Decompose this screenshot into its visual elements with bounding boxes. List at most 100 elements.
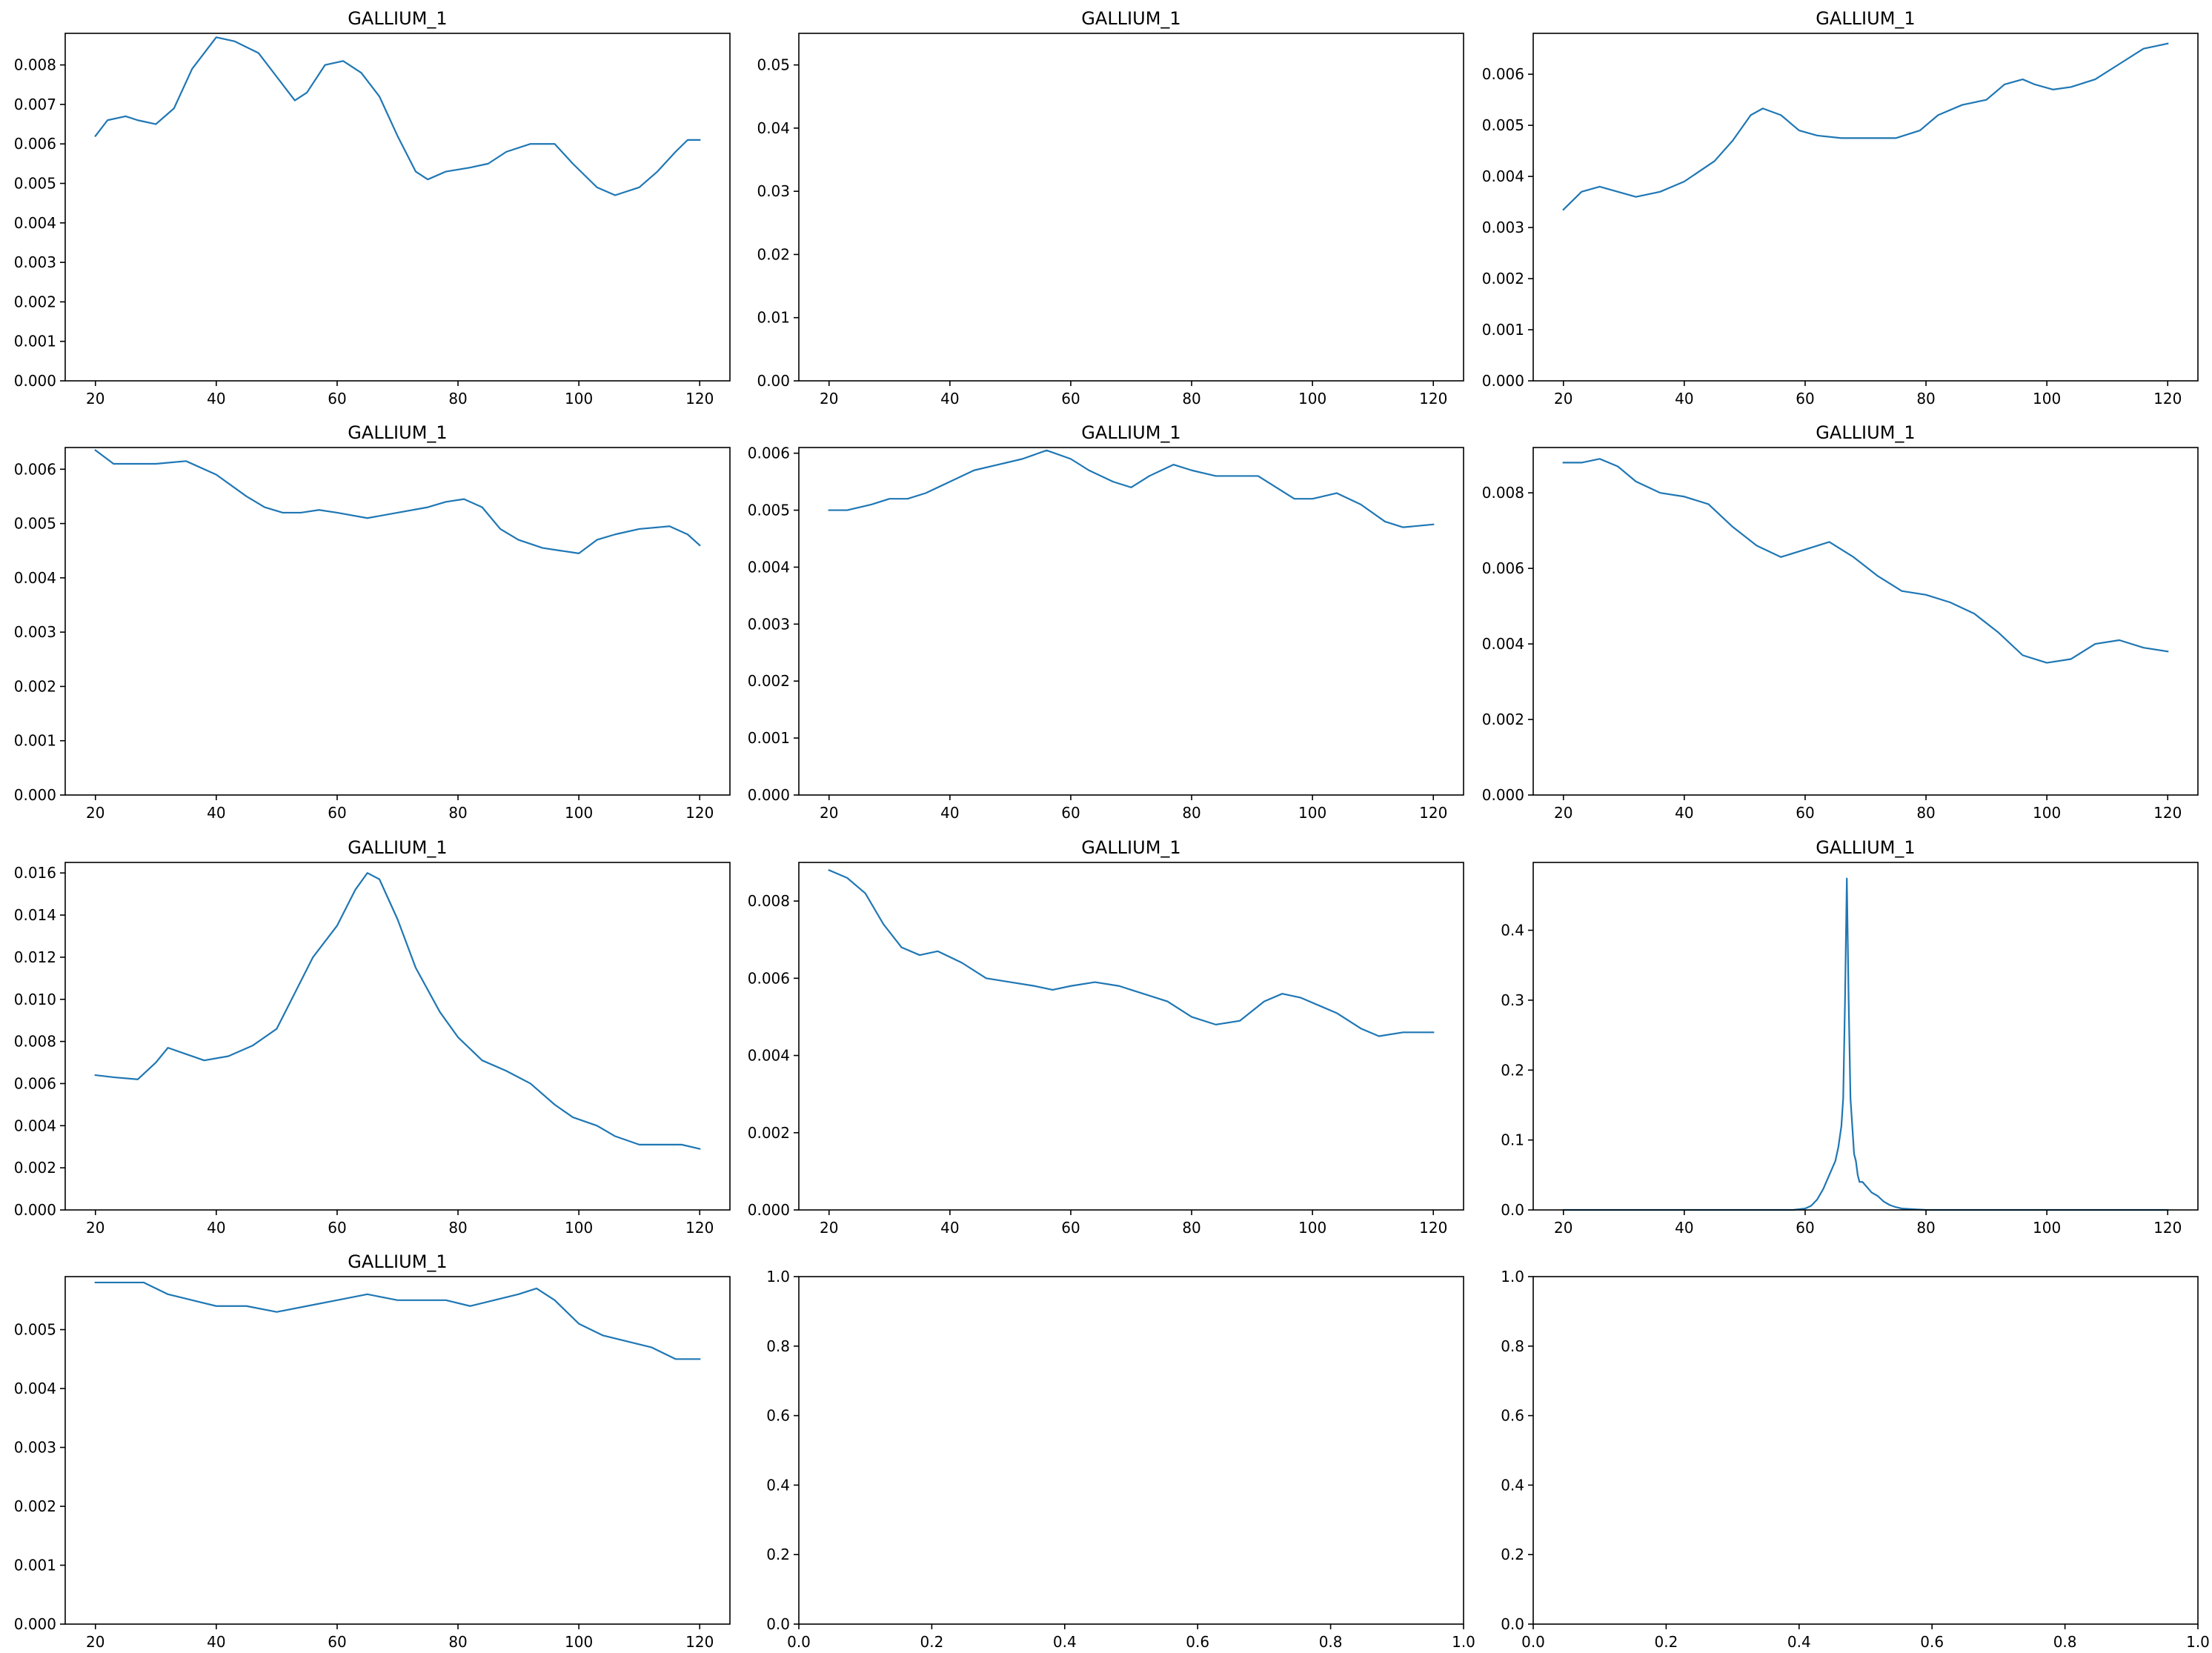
y-tick-label: 0.4 xyxy=(766,1476,790,1494)
y-tick-label: 0.000 xyxy=(748,1201,790,1219)
y-tick-label: 0.003 xyxy=(1482,219,1524,236)
x-tick-label: 0.4 xyxy=(1787,1633,1811,1651)
x-tick-label: 60 xyxy=(1796,1219,1814,1237)
y-tick-label: 0.006 xyxy=(1482,65,1524,83)
y-tick-label: 0.006 xyxy=(1482,559,1524,577)
subplot-title: GALLIUM_1 xyxy=(1081,422,1180,443)
y-tick-label: 0.00 xyxy=(757,372,790,390)
y-tick-label: 0.016 xyxy=(14,864,56,882)
x-tick-label: 20 xyxy=(86,1219,104,1237)
axes-frame xyxy=(1532,862,2199,1211)
y-tick-label: 0.05 xyxy=(757,56,790,74)
y-tick-label: 0.0 xyxy=(1501,1201,1524,1219)
subplot-1: 20 40 60 80 100 120 0.000 0.001 0.002 0.003 0.004 0… xyxy=(14,8,731,408)
x-tick-label: 80 xyxy=(448,804,467,822)
y-tick-label: 0.002 xyxy=(748,1124,790,1142)
y-tick-label: 0.000 xyxy=(14,1201,56,1219)
y-tick-label: 0.002 xyxy=(1482,711,1524,728)
x-tick-label: 40 xyxy=(207,1219,225,1237)
y-tick-label: 0.005 xyxy=(748,502,790,519)
axes-frame xyxy=(1532,447,2199,796)
y-tick-label: 0.002 xyxy=(14,293,56,310)
x-tick-label: 120 xyxy=(2153,804,2182,822)
x-tick-label: 100 xyxy=(565,1633,593,1651)
y-tick-label: 0.000 xyxy=(1482,372,1524,390)
y-tick-label: 0.005 xyxy=(1482,116,1524,134)
y-tick-label: 0.006 xyxy=(748,969,790,987)
y-tick-label: 0.004 xyxy=(14,1117,56,1134)
x-tick-label: 60 xyxy=(328,390,346,408)
x-tick-label: 40 xyxy=(940,390,959,408)
subplot-6: 20 40 60 80 100 120 0.000 0.002 0.004 0.006 0.008 G… xyxy=(1482,422,2199,822)
x-tick-label: 120 xyxy=(685,804,714,822)
series-line xyxy=(828,449,1435,528)
x-tick-label: 80 xyxy=(448,1219,467,1237)
x-tick-label: 100 xyxy=(1298,390,1326,408)
y-tick-label: 0.014 xyxy=(14,906,56,924)
x-tick-label: 20 xyxy=(1554,390,1572,408)
y-tick-label: 0.000 xyxy=(14,372,56,390)
axes-frame xyxy=(64,862,731,1211)
series-line xyxy=(94,36,701,196)
y-tick-label: 0.003 xyxy=(14,253,56,271)
y-tick-label: 0.2 xyxy=(1501,1546,1524,1563)
x-tick-label: 20 xyxy=(86,804,104,822)
y-tick-label: 0.001 xyxy=(14,1557,56,1574)
x-tick-label: 100 xyxy=(1298,1219,1326,1237)
x-tick-label: 100 xyxy=(565,390,593,408)
axes-frame xyxy=(1532,1276,2199,1625)
subplot-11: 0.0 0.2 0.4 0.6 0.8 1.0 0.0 0.2 0.4 0.6 0.8 1.0 xyxy=(766,1268,1475,1651)
x-tick-label: 80 xyxy=(448,390,467,408)
y-tick-label: 0.3 xyxy=(1501,991,1524,1009)
y-tick-label: 0.02 xyxy=(757,245,790,263)
y-tick-label: 0.0 xyxy=(1501,1615,1524,1633)
y-tick-label: 0.001 xyxy=(14,732,56,750)
subplot-title: GALLIUM_1 xyxy=(1816,837,1915,858)
x-tick-label: 100 xyxy=(2033,804,2061,822)
subplot-4: 20 40 60 80 100 120 0.000 0.001 0.002 0.003 0.004 0… xyxy=(14,422,731,822)
y-tick-label: 0.6 xyxy=(1501,1407,1524,1425)
y-tick-label: 0.006 xyxy=(14,1074,56,1092)
x-tick-label: 120 xyxy=(1419,804,1447,822)
y-tick-label: 0.008 xyxy=(14,1033,56,1051)
y-tick-label: 0.008 xyxy=(1482,484,1524,502)
y-tick-label: 0.003 xyxy=(14,1439,56,1457)
y-tick-label: 0.002 xyxy=(14,1159,56,1177)
x-tick-label: 60 xyxy=(1061,1219,1080,1237)
subplot-10: 20 40 60 80 100 120 0.000 0.001 0.002 0.003 0.004 0… xyxy=(14,1251,731,1651)
axes-frame xyxy=(1532,33,2199,382)
x-tick-label: 20 xyxy=(1554,1219,1572,1237)
x-tick-label: 80 xyxy=(1916,804,1935,822)
x-tick-label: 80 xyxy=(1182,804,1200,822)
x-tick-label: 40 xyxy=(207,1633,225,1651)
y-tick-label: 0.006 xyxy=(748,445,790,462)
x-tick-label: 80 xyxy=(1182,1219,1200,1237)
x-tick-label: 100 xyxy=(565,1219,593,1237)
y-tick-label: 0.03 xyxy=(757,182,790,200)
x-tick-label: 0.2 xyxy=(920,1633,943,1651)
subplot-3: 20 40 60 80 100 120 0.000 0.001 0.002 0.003 0.004 0… xyxy=(1482,8,2199,408)
x-tick-label: 40 xyxy=(207,804,225,822)
x-tick-label: 0.2 xyxy=(1654,1633,1678,1651)
x-tick-label: 120 xyxy=(1419,390,1447,408)
y-tick-label: 0.002 xyxy=(1482,270,1524,287)
x-tick-label: 20 xyxy=(1554,804,1572,822)
subplot-9: 20 40 60 80 100 120 0.0 0.1 0.2 0.3 0.4 GALLIUM_1 xyxy=(1501,837,2199,1237)
x-tick-label: 20 xyxy=(86,390,104,408)
subplot-title: GALLIUM_1 xyxy=(348,422,447,443)
subplot-title: GALLIUM_1 xyxy=(1816,422,1915,443)
x-tick-label: 40 xyxy=(940,1219,959,1237)
x-tick-label: 120 xyxy=(685,390,714,408)
x-tick-label: 100 xyxy=(565,804,593,822)
subplot-title: GALLIUM_1 xyxy=(1081,8,1180,29)
x-tick-label: 1.0 xyxy=(1452,1633,1475,1651)
y-tick-label: 0.2 xyxy=(1501,1061,1524,1079)
series-line xyxy=(94,1281,701,1360)
subplot-8: 20 40 60 80 100 120 0.000 0.002 0.004 0.006 0.008 G… xyxy=(748,837,1464,1237)
x-tick-label: 80 xyxy=(448,1633,467,1651)
axes-frame xyxy=(64,447,731,796)
y-tick-label: 0.8 xyxy=(1501,1337,1524,1355)
y-tick-label: 0.001 xyxy=(748,729,790,747)
series-line xyxy=(828,868,1435,1037)
